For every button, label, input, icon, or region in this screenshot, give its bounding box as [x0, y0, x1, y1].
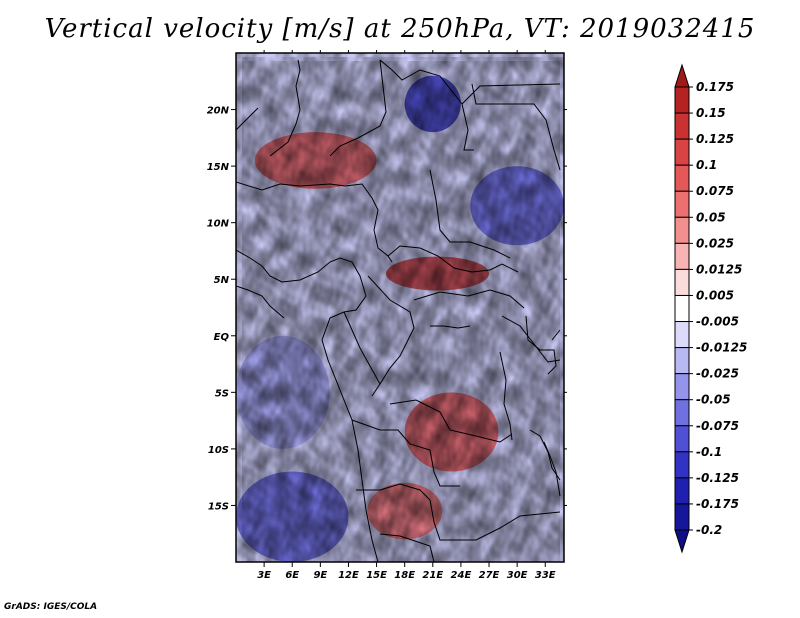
colorbar-cell — [674, 321, 690, 349]
colorbar-label: 0.175 — [696, 80, 734, 94]
x-tick-label: 3E — [257, 570, 271, 581]
colorbar-cell — [674, 451, 690, 479]
x-tick-label: 24E — [451, 570, 472, 581]
colorbar-label: 0.05 — [696, 210, 726, 224]
y-tick-label: 5N — [214, 275, 230, 286]
vertical-velocity-field — [236, 53, 564, 562]
colorbar-label: -0.1 — [696, 445, 722, 459]
colorbar-cell — [674, 86, 690, 114]
colorbar-label: -0.175 — [696, 497, 739, 511]
colorbar-cell — [674, 112, 690, 140]
x-tick-label: 15E — [366, 570, 387, 581]
colorbar-cell — [674, 373, 690, 401]
colorbar: 0.175 0.15 0.125 0.1 0.075 0.05 0.025 0.0125 0.0… — [674, 63, 747, 554]
x-axis: 3E 6E 9E 12E 15E 18E 21E 24E 27E 30E 33E — [257, 50, 556, 581]
colorbar-cell — [674, 164, 690, 192]
y-tick-label: 5S — [215, 388, 229, 399]
x-tick-label: 33E — [535, 570, 556, 581]
y-tick-label: 15N — [207, 162, 230, 173]
x-tick-label: 12E — [338, 570, 359, 581]
country-boundaries — [236, 59, 561, 562]
colorbar-label: 0.005 — [696, 288, 734, 302]
y-tick-label: 20N — [207, 106, 230, 117]
colorbar-cell — [674, 347, 690, 375]
colorbar-cell — [674, 477, 690, 505]
colorbar-cell — [674, 138, 690, 166]
field-speckle-negative — [236, 61, 560, 562]
colorbar-cell — [674, 399, 690, 427]
colorbar-label: 0.125 — [696, 132, 734, 146]
colorbar-label: -0.025 — [696, 367, 739, 381]
colorbar-label: -0.2 — [696, 523, 722, 537]
y-tick-label: EQ — [214, 332, 230, 343]
y-tick-label: 15S — [208, 501, 229, 512]
colorbar-label: 0.025 — [696, 236, 734, 250]
x-tick-label: 9E — [313, 570, 327, 581]
x-tick-label: 27E — [479, 570, 500, 581]
y-tick-label: 10S — [208, 445, 229, 456]
colorbar-cell — [674, 268, 690, 296]
colorbar-cell — [674, 503, 690, 531]
colorbar-label: -0.05 — [696, 393, 731, 407]
colorbar-label: -0.005 — [696, 315, 739, 329]
x-tick-label: 30E — [507, 570, 528, 581]
y-tick-label: 10N — [207, 219, 230, 230]
colorbar-label: 0.075 — [696, 184, 734, 198]
x-tick-label: 21E — [422, 570, 443, 581]
colorbar-top-arrow — [674, 63, 690, 88]
colorbar-label: -0.075 — [696, 419, 739, 433]
colorbar-cell — [674, 190, 690, 218]
colorbar-label: -0.0125 — [696, 341, 747, 355]
colorbar-label: -0.125 — [696, 471, 739, 485]
colorbar-bottom-arrow — [674, 529, 690, 554]
grads-credit: GrADS: IGES/COLA — [4, 602, 98, 612]
colorbar-cell — [674, 216, 690, 244]
map-frame — [235, 52, 565, 563]
colorbar-label: 0.15 — [696, 106, 726, 120]
chart-title: Vertical velocity [m/s] at 250hPa, VT: 2… — [44, 14, 756, 44]
colorbar-label: 0.0125 — [696, 262, 742, 276]
colorbar-cell — [674, 242, 690, 270]
x-tick-label: 18E — [394, 570, 415, 581]
colorbar-label: 0.1 — [696, 158, 717, 172]
y-axis: 20N 15N 10N 5N EQ 5S 10S 15S — [207, 106, 567, 512]
colorbar-cell — [674, 425, 690, 453]
x-tick-label: 6E — [285, 570, 299, 581]
colorbar-cell — [674, 294, 690, 323]
